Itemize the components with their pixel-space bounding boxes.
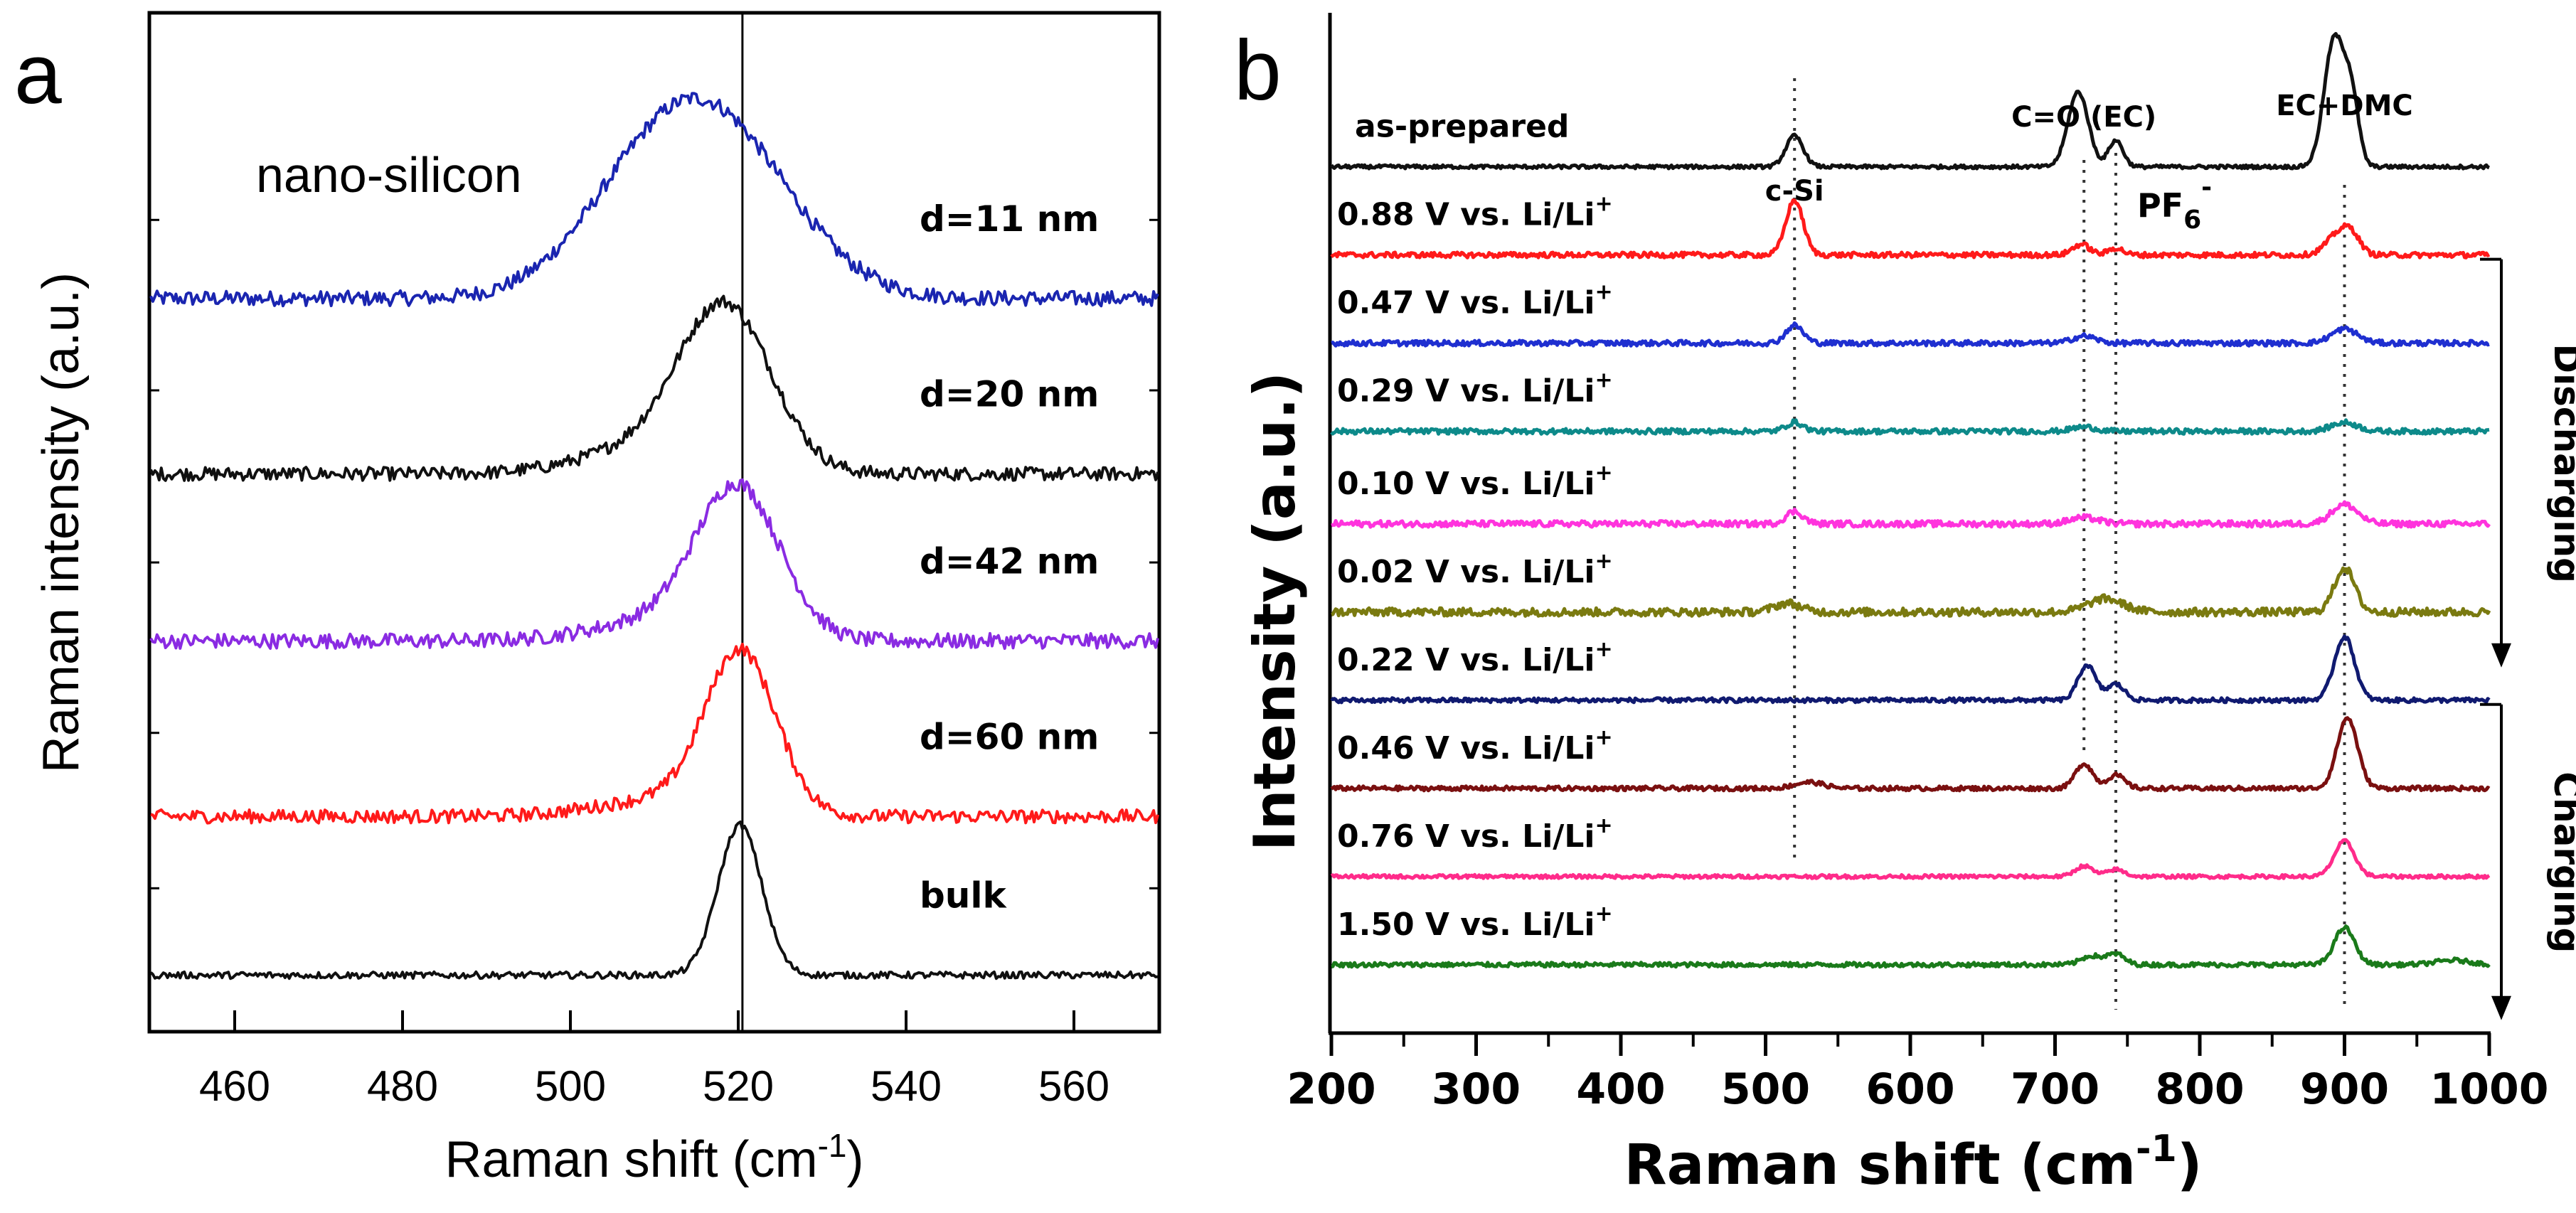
series-line — [1330, 32, 2490, 171]
series-line — [150, 642, 1159, 825]
series-line — [149, 92, 1159, 308]
x-tick-label: 520 — [703, 1062, 774, 1110]
panel-a-series — [149, 92, 1159, 980]
process-label: Charging — [2546, 771, 2576, 953]
panel-b-series-labels: as-prepared 0.88 V vs. Li/Li+ 0.47 V vs. L… — [1337, 109, 1613, 943]
panel-a-label: a — [14, 26, 62, 122]
panel-a: a 460 480 500 520 540 560 d=11 nm d=20 nm d=42 … — [14, 11, 1161, 1188]
x-tick-label: 540 — [871, 1062, 942, 1110]
series-line — [1330, 838, 2491, 880]
series-line — [1330, 716, 2491, 793]
x-tick-label: 400 — [1576, 1064, 1665, 1114]
series-line — [1330, 418, 2490, 436]
peak-label: c-Si — [1765, 175, 1824, 208]
x-tick-label: 700 — [2011, 1064, 2099, 1114]
x-tick-label: 480 — [367, 1062, 438, 1110]
panel-a-annotation: nano-silicon — [256, 147, 522, 203]
series-line — [1331, 500, 2491, 529]
series-label: 0.02 V vs. Li/Li+ — [1337, 549, 1613, 590]
panel-b-x-axis-label: Raman shift (cm-1) — [1624, 1128, 2203, 1197]
panel-b-series — [1330, 32, 2491, 969]
series-line — [1330, 198, 2491, 260]
series-label: d=42 nm — [920, 541, 1099, 582]
panel-b-x-ticks: 200 300 400 500 600 700 800 900 1000 — [1287, 1033, 2549, 1114]
x-tick-label: 500 — [535, 1062, 606, 1110]
x-tick-label: 800 — [2155, 1064, 2244, 1114]
peak-label: EC+DMC — [2276, 90, 2413, 122]
process-arrow-head — [2491, 643, 2511, 668]
panel-a-x-ticks: 460 480 500 520 540 560 — [199, 1010, 1109, 1110]
process-arrow-head — [2491, 995, 2511, 1020]
peak-label: PF6- — [2137, 173, 2212, 235]
x-tick-label: 500 — [1721, 1064, 1810, 1114]
series-label: d=11 nm — [920, 198, 1099, 240]
series-label: 0.88 V vs. Li/Li+ — [1337, 192, 1613, 233]
series-label: d=60 nm — [920, 716, 1099, 757]
series-label: d=20 nm — [920, 374, 1099, 415]
x-tick-label: 560 — [1038, 1062, 1109, 1110]
series-line — [149, 478, 1159, 650]
x-tick-label: 600 — [1866, 1064, 1954, 1114]
process-label: Discharging — [2546, 344, 2576, 583]
series-line — [1331, 566, 2491, 618]
panel-a-y-minor-ticks — [151, 218, 1158, 889]
panel-b: b 200 300 400 500 600 700 800 900 1000 as-prepar… — [1234, 13, 2576, 1197]
x-tick-label: 300 — [1432, 1064, 1521, 1114]
x-tick-label: 1000 — [2430, 1064, 2549, 1114]
series-line — [1331, 924, 2491, 969]
series-label: as-prepared — [1355, 109, 1569, 145]
panel-a-plot-frame — [147, 11, 1161, 1034]
panel-a-y-axis-label: Raman intensity (a.u.) — [33, 272, 90, 773]
series-label: 0.10 V vs. Li/Li+ — [1337, 461, 1613, 502]
x-tick-label: 200 — [1287, 1064, 1375, 1114]
panel-b-label: b — [1234, 23, 1282, 118]
series-line — [149, 821, 1159, 980]
series-line — [149, 294, 1159, 482]
panel-b-peak-labels: c-Si C=O (EC) PF6- EC+DMC — [1765, 90, 2413, 235]
series-label: 0.46 V vs. Li/Li+ — [1337, 725, 1613, 766]
panel-b-process-indicators: Discharging Charging — [2480, 257, 2576, 1020]
x-tick-label: 460 — [199, 1062, 270, 1110]
x-tick-label: 900 — [2300, 1064, 2389, 1114]
series-line — [1330, 634, 2491, 705]
series-label: 0.76 V vs. Li/Li+ — [1337, 813, 1613, 855]
series-label: 0.29 V vs. Li/Li+ — [1337, 368, 1613, 410]
series-label: 1.50 V vs. Li/Li+ — [1337, 902, 1613, 943]
panel-a-x-axis-label: Raman shift (cm-1) — [445, 1127, 864, 1188]
series-line — [1331, 321, 2490, 348]
panel-b-y-axis-label: Intensity (a.u.) — [1242, 372, 1308, 851]
peak-label: C=O (EC) — [2011, 101, 2156, 134]
series-label: bulk — [920, 875, 1008, 917]
series-label: 0.22 V vs. Li/Li+ — [1337, 637, 1613, 678]
panel-a-series-labels: d=11 nm d=20 nm d=42 nm d=60 nm bulk — [920, 198, 1099, 917]
panel-b-reference-lines — [1793, 78, 2346, 1010]
series-label: 0.47 V vs. Li/Li+ — [1337, 280, 1613, 321]
